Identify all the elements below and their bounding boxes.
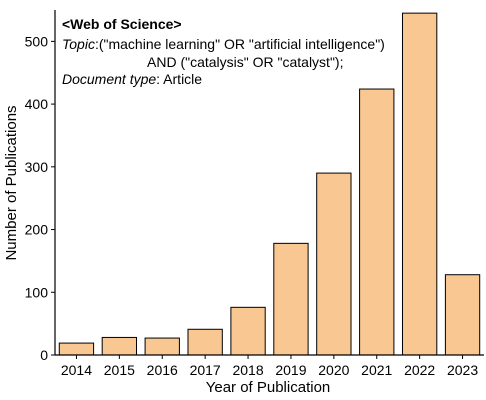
annotation-doctype-value: : Article — [156, 71, 202, 87]
y-tick-label: 0 — [40, 347, 48, 363]
y-tick-label: 100 — [25, 284, 49, 300]
bar-2014 — [58, 342, 95, 356]
annotation-heading: <Web of Science> — [62, 16, 182, 32]
x-tick-label: 2017 — [190, 362, 221, 378]
y-ticks-group: 0 100 200 300 400 500 — [25, 33, 55, 363]
annotation-topic-line1: Topic:("machine learning" OR "artificial… — [62, 36, 385, 52]
bar-2017 — [187, 328, 223, 356]
bar-2023 — [444, 274, 481, 356]
y-tick-label: 400 — [25, 96, 49, 112]
x-tick-label: 2016 — [147, 362, 178, 378]
annotation-block: <Web of Science> Topic:("machine learnin… — [62, 16, 385, 87]
y-axis-title: Number of Publications — [3, 105, 20, 260]
x-tick-label: 2014 — [61, 362, 92, 378]
y-tick-label: 500 — [25, 33, 49, 49]
y-tick-label: 200 — [25, 222, 49, 238]
annotation-topic-line2: AND ("catalysis" OR "catalyst"); — [147, 54, 343, 70]
x-tick-label: 2021 — [361, 362, 392, 378]
bar-2021 — [359, 88, 395, 356]
annotation-doctype-key: Document type — [62, 71, 156, 87]
bar-2016 — [144, 337, 180, 356]
x-tick-label: 2018 — [232, 362, 263, 378]
y-tick-label: 300 — [25, 159, 49, 175]
bar-2022 — [401, 12, 438, 356]
x-tick-label: 2022 — [404, 362, 435, 378]
bar-2020 — [316, 172, 352, 356]
bar-2015 — [101, 336, 138, 356]
bars-group — [58, 12, 481, 356]
x-tick-label: 2020 — [318, 362, 349, 378]
x-axis-title: Year of Publication — [206, 379, 331, 396]
annotation-topic-key: Topic — [62, 36, 95, 52]
bar-2019 — [273, 242, 309, 356]
x-tick-label: 2023 — [447, 362, 478, 378]
annotation-doctype-line: Document type: Article — [62, 71, 202, 87]
x-ticks-group: 2014 2015 2016 2017 2018 2019 2020 2021 2022 2023 — [61, 355, 478, 378]
annotation-topic-value1: :("machine learning" OR "artificial inte… — [95, 36, 385, 52]
x-tick-label: 2015 — [104, 362, 135, 378]
axes-group — [54, 10, 484, 356]
x-tick-label: 2019 — [275, 362, 306, 378]
bar-2018 — [230, 306, 266, 356]
